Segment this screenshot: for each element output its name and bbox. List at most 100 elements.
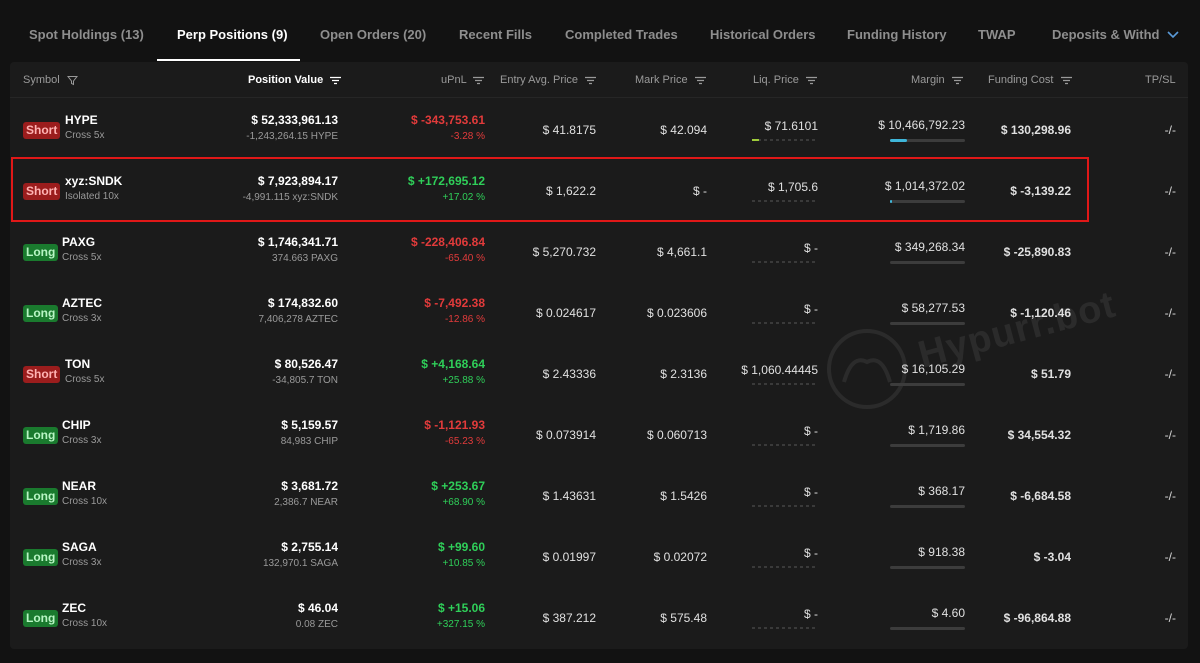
column-header-upnl[interactable]: uPnL <box>441 74 485 86</box>
position-value: $ 2,755.14 <box>281 540 338 554</box>
position-value: $ 3,681.72 <box>281 479 338 493</box>
column-label: Funding Cost <box>988 74 1054 86</box>
tab-twap[interactable]: TWAP <box>978 27 1016 42</box>
table-row[interactable]: Short HYPE Cross 5x $ 52,333,961.13 -1,243,2… <box>10 99 1188 159</box>
symbol-name[interactable]: SAGA <box>62 540 97 554</box>
symbol-name[interactable]: AZTEC <box>62 296 102 310</box>
symbol-name[interactable]: TON <box>65 357 91 371</box>
liq-price: $ - <box>803 546 818 560</box>
tpsl-value[interactable]: -/- <box>1164 367 1176 381</box>
position-size: -4,991.115 xyz:SNDK <box>242 192 338 203</box>
table-row[interactable]: Long PAXG Cross 5x $ 1,746,341.71 374.663 PA… <box>10 221 1188 281</box>
symbol-name[interactable]: HYPE <box>65 113 98 127</box>
entry-price: $ 41.8175 <box>542 123 596 137</box>
entry-price: $ 1,622.2 <box>545 184 596 198</box>
tpsl-value[interactable]: -/- <box>1164 184 1176 198</box>
tab-recent-fills[interactable]: Recent Fills <box>459 27 532 42</box>
margin-ratio-bar <box>890 566 965 569</box>
tab-perp-positions[interactable]: Perp Positions (9) <box>177 27 288 42</box>
symbol-name[interactable]: PAXG <box>62 235 96 249</box>
chevron-down-icon[interactable] <box>1165 29 1181 41</box>
upnl-value: $ -228,406.84 <box>410 235 485 249</box>
column-header-mark-price[interactable]: Mark Price <box>635 74 706 86</box>
column-header-symbol[interactable]: Symbol <box>23 74 78 86</box>
side-badge: Short <box>23 122 61 139</box>
tpsl-value[interactable]: -/- <box>1164 550 1176 564</box>
tab-spot-holdings[interactable]: Spot Holdings (13) <box>29 27 144 42</box>
side-badge: Short <box>23 366 61 383</box>
leverage-label: Cross 10x <box>62 496 108 507</box>
tab-historical-orders[interactable]: Historical Orders <box>710 27 816 42</box>
sort-icon <box>473 76 485 84</box>
table-row[interactable]: Short TON Cross 5x $ 80,526.47 -34,805.7 TON… <box>10 343 1188 403</box>
mark-price: $ 0.060713 <box>646 428 707 442</box>
mark-price: $ 0.023606 <box>646 306 707 320</box>
upnl-percent: +10.85 % <box>442 558 485 569</box>
side-badge: Short <box>23 183 61 200</box>
mark-price: $ 2.3136 <box>660 367 707 381</box>
tab-deposits-withdrawals[interactable]: Deposits & Withd <box>1052 27 1160 42</box>
tpsl-value[interactable]: -/- <box>1164 306 1176 320</box>
symbol-name[interactable]: NEAR <box>62 479 97 493</box>
funding-cost: $ -96,864.88 <box>1003 611 1071 625</box>
position-value: $ 5,159.57 <box>281 418 338 432</box>
liq-price: $ - <box>803 302 818 316</box>
entry-price: $ 0.01997 <box>542 550 596 564</box>
leverage-label: Cross 5x <box>65 374 105 385</box>
upnl-value: $ +15.06 <box>437 601 485 615</box>
margin-value: $ 10,466,792.23 <box>878 118 965 132</box>
table-row[interactable]: Long AZTEC Cross 3x $ 174,832.60 7,406,278 A… <box>10 282 1188 342</box>
margin-value: $ 4.60 <box>931 606 965 620</box>
table-row[interactable]: Long NEAR Cross 10x $ 3,681.72 2,386.7 NEAR $… <box>10 465 1188 525</box>
margin-ratio-fill <box>890 139 907 142</box>
entry-price: $ 2.43336 <box>542 367 596 381</box>
funding-cost: $ 130,298.96 <box>1000 123 1071 137</box>
highlighted-row-outline <box>11 157 1089 222</box>
entry-price: $ 1.43631 <box>542 489 596 503</box>
column-header-entry-price[interactable]: Entry Avg. Price <box>500 74 597 86</box>
tpsl-value[interactable]: -/- <box>1164 611 1176 625</box>
position-size: -1,243,264.15 HYPE <box>246 131 338 142</box>
entry-price: $ 5,270.732 <box>532 245 596 259</box>
leverage-label: Cross 3x <box>62 313 102 324</box>
tab-funding-history[interactable]: Funding History <box>847 27 947 42</box>
column-header-funding-cost[interactable]: Funding Cost <box>988 74 1072 86</box>
margin-ratio-fill <box>890 200 893 203</box>
leverage-label: Cross 3x <box>62 435 102 446</box>
margin-value: $ 918.38 <box>918 545 965 559</box>
column-header-position-value[interactable]: Position Value <box>248 74 342 86</box>
upnl-percent: -12.86 % <box>444 314 485 325</box>
tpsl-value[interactable]: -/- <box>1164 245 1176 259</box>
upnl-percent: +25.88 % <box>442 375 485 386</box>
table-row[interactable]: Long CHIP Cross 3x $ 5,159.57 84,983 CHIP $ -… <box>10 404 1188 464</box>
margin-ratio-bar <box>890 200 965 203</box>
position-size: 7,406,278 AZTEC <box>258 314 339 325</box>
table-row[interactable]: Long ZEC Cross 10x $ 46.04 0.08 ZEC $ +15.06 +… <box>10 587 1188 647</box>
margin-ratio-bar <box>890 383 965 386</box>
liq-distance-bar <box>752 444 818 446</box>
symbol-name[interactable]: CHIP <box>62 418 91 432</box>
sort-icon <box>694 76 706 84</box>
funding-cost: $ 51.79 <box>1030 367 1071 381</box>
upnl-value: $ -343,753.61 <box>410 113 485 127</box>
column-header-liq-price[interactable]: Liq. Price <box>753 74 817 86</box>
symbol-name[interactable]: ZEC <box>62 601 86 615</box>
liq-price: $ - <box>803 485 818 499</box>
liq-distance-bar <box>752 566 818 568</box>
table-row[interactable]: Long SAGA Cross 3x $ 2,755.14 132,970.1 SAGA… <box>10 526 1188 586</box>
filter-icon[interactable] <box>66 75 78 86</box>
column-label: Entry Avg. Price <box>500 74 579 86</box>
column-header-margin[interactable]: Margin <box>911 74 963 86</box>
column-label: uPnL <box>441 74 467 86</box>
tpsl-value[interactable]: -/- <box>1164 428 1176 442</box>
upnl-percent: +17.02 % <box>442 192 485 203</box>
symbol-name[interactable]: xyz:SNDK <box>65 174 123 188</box>
table-row[interactable]: Short xyz:SNDK Isolated 10x $ 7,923,894.17 -… <box>10 160 1188 220</box>
liq-price: $ - <box>803 241 818 255</box>
liq-price: $ - <box>803 424 818 438</box>
tab-completed-trades[interactable]: Completed Trades <box>565 27 678 42</box>
tpsl-value[interactable]: -/- <box>1164 123 1176 137</box>
mark-price: $ - <box>692 184 707 198</box>
tpsl-value[interactable]: -/- <box>1164 489 1176 503</box>
tab-open-orders[interactable]: Open Orders (20) <box>320 27 427 42</box>
